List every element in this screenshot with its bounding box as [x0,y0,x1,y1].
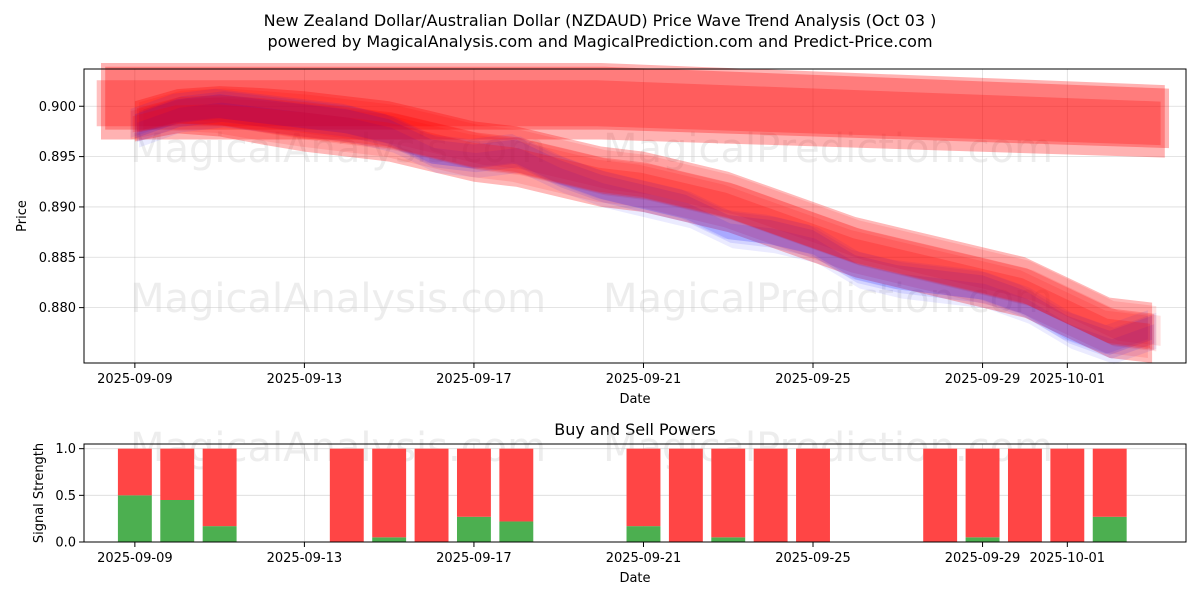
buy-bar [711,537,746,542]
buy-bar [626,526,661,542]
price-wave-bands [96,63,1170,364]
upper-trend-band [105,66,1170,149]
price-x-tick-label: 2025-09-13 [267,372,343,387]
price-y-tick-label: 0.895 [39,150,76,165]
powers-x-tick-label: 2025-09-17 [436,551,512,566]
powers-y-ticks: 0.0 0.5 1.0 [55,442,84,551]
price-x-tick-label: 2025-10-01 [1030,372,1106,387]
price-x-tick-label: 2025-09-17 [436,372,512,387]
price-y-tick-label: 0.885 [39,251,76,266]
price-y-ticks: 0.880 0.885 0.890 0.895 0.900 [39,100,84,316]
sell-bar [1050,448,1085,542]
upper-trend-band [101,63,1165,158]
blue-wave-band [130,88,1148,355]
sell-bar [372,448,407,538]
watermark-analysis-lower: MagicalAnalysis.com [130,276,546,322]
buy-bar [117,495,152,542]
powers-x-axis-label: Date [619,571,650,586]
blue-wave-band [139,91,1157,364]
price-y-axis-label: Price [15,200,30,232]
buy-bar [456,516,491,542]
watermark-prediction-lower: MagicalPrediction.com [603,276,1053,322]
red-wave-band [139,88,1157,352]
price-watermarks: MagicalAnalysis.com MagicalPrediction.co… [130,126,1053,322]
blue-wave-band [137,102,1155,359]
upper-trend-band [96,80,1161,146]
powers-y-tick-label: 0.5 [55,489,76,504]
price-x-tick-label: 2025-09-25 [775,372,851,387]
sell-bar [117,448,152,496]
price-x-ticks: 2025-09-09 2025-09-13 2025-09-17 2025-09-21… [97,363,1105,387]
sell-bar [499,448,534,522]
powers-bars [117,448,1127,542]
buy-bar [965,537,1000,542]
powers-plot-frame [83,443,1187,543]
price-y-tick-label: 0.900 [39,100,76,115]
sell-bar [1007,448,1042,542]
buy-bar [202,526,237,542]
price-y-tick-label: 0.890 [39,200,76,215]
sell-bar [753,448,788,542]
red-wave-band [130,97,1148,358]
sell-bar [711,448,746,538]
price-x-tick-label: 2025-09-29 [945,372,1021,387]
powers-x-tick-label: 2025-09-29 [945,551,1021,566]
sell-bar [160,448,195,500]
red-wave-core [137,95,1155,350]
price-x-tick-label: 2025-09-21 [606,372,682,387]
sell-bar [456,448,491,517]
buy-bar [372,537,407,542]
buy-bar [160,500,195,542]
price-y-tick-label: 0.880 [39,301,76,316]
powers-x-tick-label: 2025-09-09 [97,551,173,566]
sell-bar [796,448,830,542]
powers-y-tick-label: 0.0 [55,536,76,551]
red-wave-band [134,86,1153,363]
powers-x-tick-label: 2025-10-01 [1030,551,1106,566]
powers-x-tick-label: 2025-09-25 [775,551,851,566]
powers-chart-title: Buy and Sell Powers [554,420,716,439]
watermark-analysis-upper: MagicalAnalysis.com [130,126,546,172]
sell-bar [965,448,1000,538]
chart-subtitle: powered by MagicalAnalysis.com and Magic… [267,32,932,51]
price-x-axis-label: Date [619,392,650,407]
sell-bar [414,448,449,542]
powers-y-tick-label: 1.0 [55,442,76,457]
sell-bar [923,448,958,542]
watermark-prediction-upper: MagicalPrediction.com [603,126,1053,172]
buy-bar [499,521,534,542]
price-gridlines [84,69,1186,363]
sell-bar [668,448,703,542]
powers-y-axis-label: Signal Strength [32,443,47,543]
red-wave-band [143,96,1161,346]
sell-bar [1092,448,1127,517]
sell-bar [626,448,661,527]
buy-bar [1092,516,1127,542]
price-x-tick-label: 2025-09-09 [97,372,173,387]
sell-bar [202,448,237,527]
chart-title: New Zealand Dollar/Australian Dollar (NZ… [264,11,937,30]
blue-wave-band [134,94,1153,355]
sell-bar [329,448,364,542]
powers-x-tick-label: 2025-09-21 [606,551,682,566]
powers-x-ticks: 2025-09-09 2025-09-13 2025-09-17 2025-09-21… [97,542,1105,566]
price-plot-frame [83,68,1187,364]
powers-x-tick-label: 2025-09-13 [267,551,343,566]
